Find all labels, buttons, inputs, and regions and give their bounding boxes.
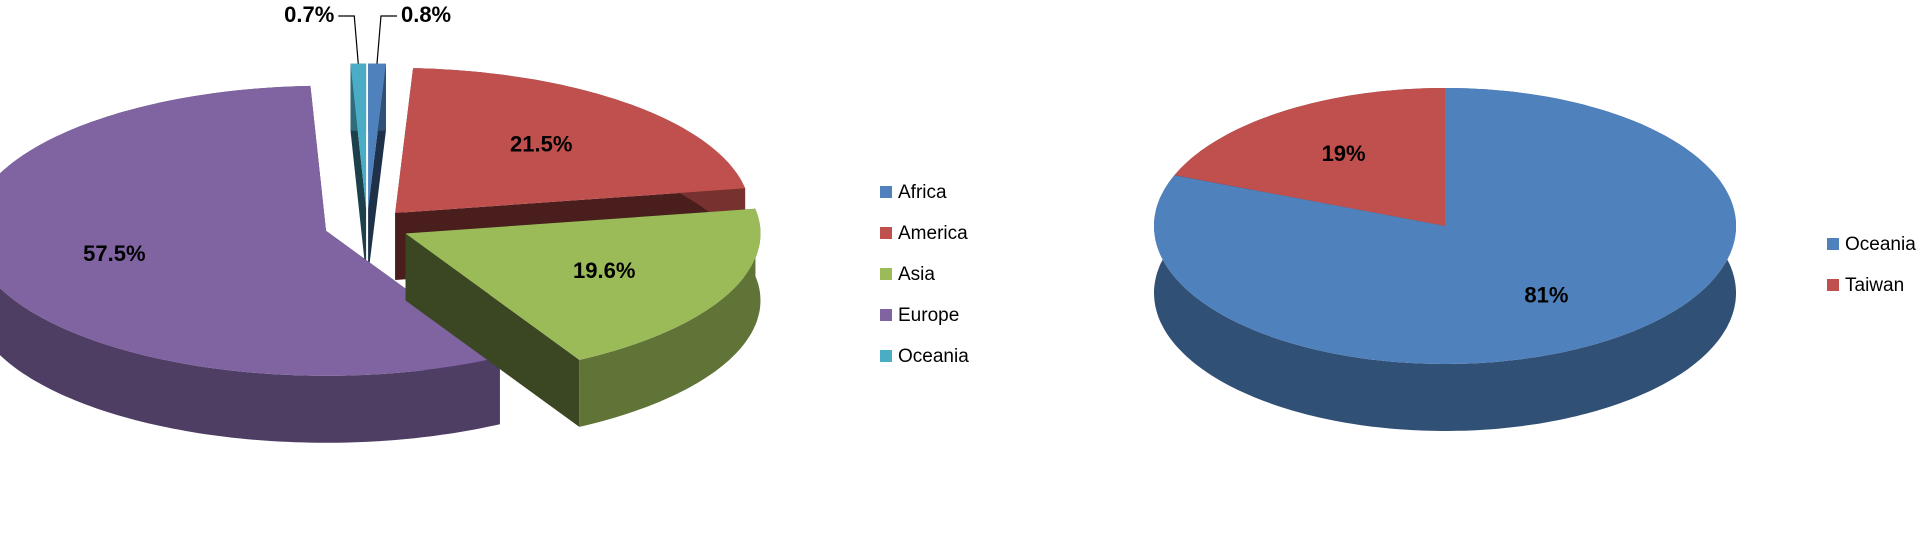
slice — [405, 208, 761, 360]
legend-swatch — [1827, 279, 1839, 291]
legend-label: Europe — [898, 305, 959, 326]
data-label: 57.5% — [83, 241, 145, 266]
legend-label: Asia — [898, 264, 935, 285]
slice — [1154, 88, 1736, 364]
legend-swatch — [880, 268, 892, 280]
legend-swatch — [880, 227, 892, 239]
data-label: 0.7% — [284, 2, 334, 27]
slice — [1174, 88, 1445, 226]
data-label: 19.6% — [573, 258, 635, 283]
legend-label: Taiwan — [1845, 275, 1904, 296]
legend-swatch — [880, 309, 892, 321]
slice — [350, 63, 367, 209]
legend-swatch — [1827, 238, 1839, 250]
slice-side — [405, 233, 580, 427]
legend-label: Oceania — [1845, 234, 1916, 255]
slice — [0, 85, 500, 376]
leader-line — [338, 15, 359, 64]
slice — [395, 68, 746, 213]
legend-swatch — [880, 350, 892, 362]
legend-label: America — [898, 223, 968, 244]
legend-swatch — [880, 186, 892, 198]
data-label: 81% — [1524, 283, 1568, 308]
legend-label: Africa — [898, 182, 947, 203]
leader-line — [376, 15, 397, 64]
slice-wall — [579, 208, 761, 427]
slice — [368, 63, 386, 209]
data-label: 21.5% — [510, 131, 572, 156]
data-label: 19% — [1322, 141, 1366, 166]
data-label: 0.8% — [401, 2, 451, 27]
legend-label: Oceania — [898, 346, 969, 367]
